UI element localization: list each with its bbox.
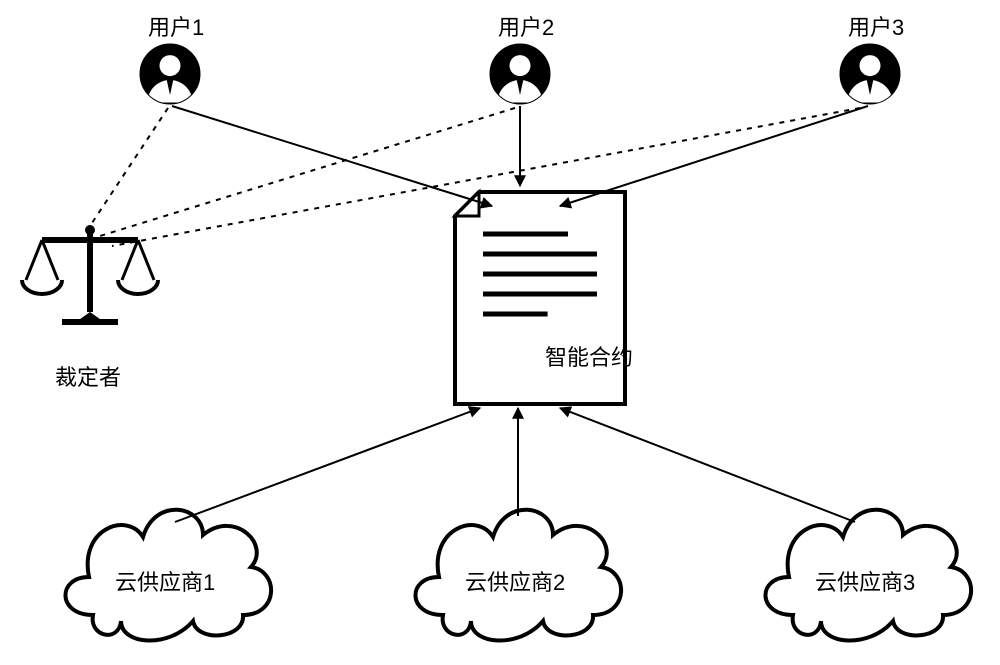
arrow-connector [560, 408, 855, 522]
document-icon [455, 192, 625, 404]
user-label-1: 用户1 [148, 10, 204, 42]
user-label-3: 用户3 [848, 10, 904, 42]
cloud-label-2: 云供应商2 [465, 565, 565, 597]
cloud-label-3: 云供应商3 [815, 565, 915, 597]
diagram-canvas: 用户1 用户2 用户3 裁定者 智能合约云供应商1 云供应商2 云供应商3 [0, 0, 1000, 665]
arbitrator-label: 裁定者 [55, 360, 121, 392]
user-label-2: 用户2 [498, 10, 554, 42]
scale-icon [22, 225, 158, 322]
user-icon [834, 38, 906, 110]
user-icon [134, 38, 206, 110]
cloud-label-1: 云供应商1 [115, 565, 215, 597]
arrow-connector [175, 408, 480, 522]
arrow-connector [172, 106, 492, 206]
contract-label: 智能合约 [545, 340, 633, 372]
arrow-connector [560, 106, 868, 206]
dotted-connector [90, 108, 168, 226]
user-icon [484, 38, 556, 110]
